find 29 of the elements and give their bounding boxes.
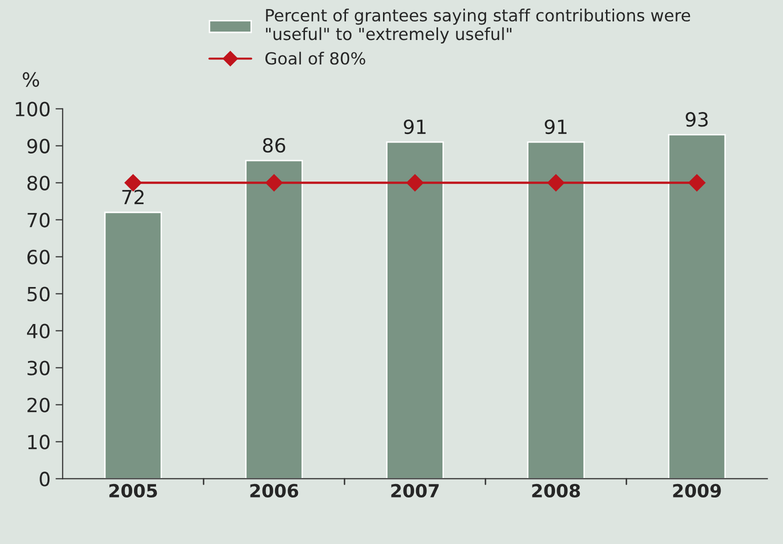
y-tick-label: 0 xyxy=(40,472,50,486)
y-tick-label: 90 xyxy=(27,138,50,154)
y-tick-label: 60 xyxy=(27,250,50,264)
x-tick-label: 2009 xyxy=(673,484,721,498)
y-tick-label: 30 xyxy=(28,360,50,376)
data-label: 91 xyxy=(544,119,567,134)
y-tick-label: 50 xyxy=(28,286,50,302)
bar xyxy=(104,212,162,479)
x-tick-label: 2008 xyxy=(532,484,580,498)
data-label: 86 xyxy=(262,138,286,153)
y-tick-label: 80 xyxy=(27,176,50,190)
y-tick-label: 40 xyxy=(27,324,50,338)
x-tick-label: 2007 xyxy=(391,484,439,498)
y-tick-label: 70 xyxy=(28,212,50,228)
x-tick-label: 2006 xyxy=(250,484,298,498)
data-label: 91 xyxy=(404,119,426,134)
bar xyxy=(527,141,585,479)
legend-label: Percent of grantees saying staff contributions were "useful" to "extremely useful" xyxy=(266,8,690,44)
bar xyxy=(245,160,303,479)
legend-label: Goal of 80% xyxy=(265,52,366,65)
data-label: 93 xyxy=(686,112,708,127)
y-tick-label: 20 xyxy=(28,398,50,412)
y-tick-label: 10 xyxy=(28,434,50,450)
x-tick-label: 2005 xyxy=(109,484,157,498)
bar xyxy=(668,134,726,479)
y-tick-label: 100 xyxy=(16,102,50,116)
bar xyxy=(386,141,444,479)
data-label: 72 xyxy=(122,190,144,204)
y-axis-title: % xyxy=(22,72,40,87)
